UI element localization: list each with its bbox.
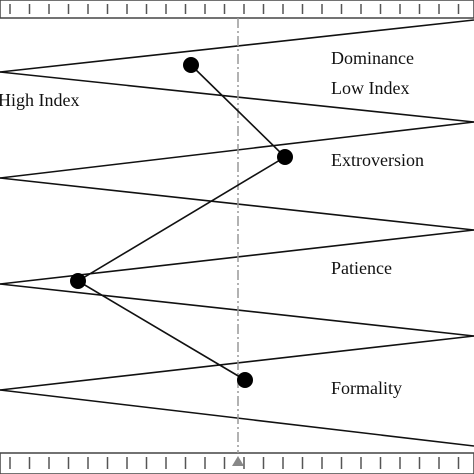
label: Dominance xyxy=(331,48,414,68)
profile-points xyxy=(70,57,293,388)
bottom-ruler xyxy=(0,452,474,474)
top-ruler xyxy=(0,0,474,19)
label: Extroversion xyxy=(331,150,424,170)
zigzag xyxy=(0,19,474,447)
label: Patience xyxy=(331,258,392,278)
label: Low Index xyxy=(331,78,409,98)
label: High Index xyxy=(0,90,79,110)
label: Formality xyxy=(331,378,402,398)
profile-line xyxy=(76,64,287,381)
